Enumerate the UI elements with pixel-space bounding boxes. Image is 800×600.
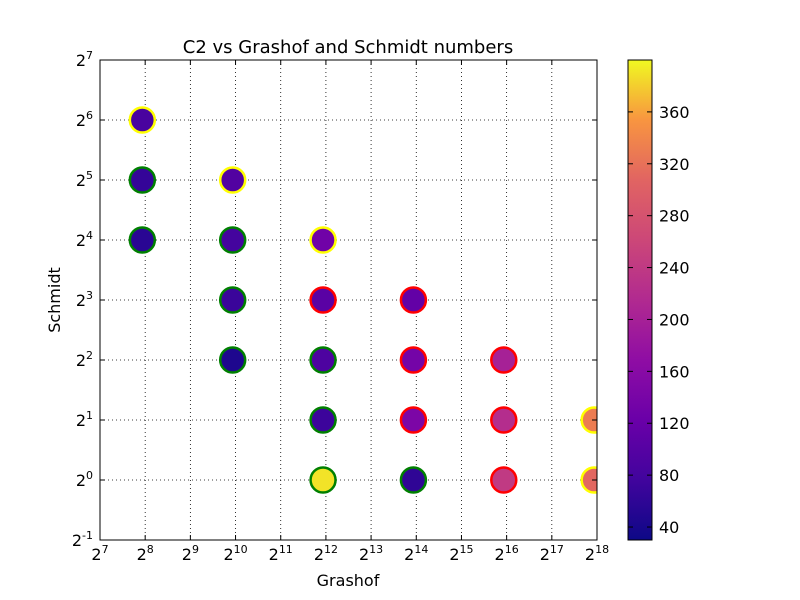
y-tick-label: 27 <box>76 49 93 70</box>
data-point <box>490 346 518 374</box>
y-tick-label: 25 <box>76 169 93 190</box>
x-tick-label: 212 <box>314 543 338 564</box>
x-tick-label: 29 <box>182 543 199 564</box>
data-point <box>399 406 428 434</box>
y-tick-label: 20 <box>76 469 93 490</box>
data-point <box>490 406 518 434</box>
colorbar-tick-label: 240 <box>659 259 690 278</box>
data-point <box>218 166 247 194</box>
data-point <box>218 226 247 254</box>
x-tick-label: 210 <box>223 543 247 564</box>
colorbar-tick-label: 280 <box>659 207 690 226</box>
x-tick-label: 217 <box>540 543 564 564</box>
colorbar-tick-label: 360 <box>659 103 690 122</box>
colorbar-tick-label: 120 <box>659 414 690 433</box>
data-point <box>399 286 428 314</box>
x-tick-label: 215 <box>449 543 473 564</box>
colorbar <box>627 59 653 541</box>
x-tick-label: 211 <box>269 543 293 564</box>
colorbar-tick-label: 40 <box>659 518 679 537</box>
data-point <box>309 226 337 254</box>
colorbar-tick-label: 200 <box>659 310 690 329</box>
data-point <box>218 346 247 374</box>
data-point <box>399 466 428 494</box>
y-tick-label: 22 <box>76 349 93 370</box>
data-point <box>309 286 337 314</box>
y-tick-label: 26 <box>76 109 93 130</box>
data-point <box>399 346 428 374</box>
data-point <box>580 466 597 494</box>
x-tick-label: 27 <box>91 543 108 564</box>
data-point <box>580 406 597 434</box>
data-point <box>309 466 337 494</box>
data-point <box>490 466 518 494</box>
y-tick-label: 21 <box>76 409 93 430</box>
x-axis-label: Grashof <box>317 571 380 590</box>
chart-title: C2 vs Grashof and Schmidt numbers <box>183 37 513 58</box>
x-tick-label: 216 <box>495 543 519 564</box>
colorbar-tick-label: 80 <box>659 466 679 485</box>
x-tick-label: 214 <box>404 543 428 564</box>
x-tick-label: 218 <box>585 543 609 564</box>
y-axis: 2-1 20 21 22 23 24 25 26 27 <box>72 49 597 550</box>
data-points <box>128 106 597 494</box>
grid <box>99 59 598 541</box>
x-tick-label: 213 <box>359 543 383 564</box>
colorbar-tick-label: 160 <box>659 362 690 381</box>
y-axis-label: Schmidt <box>45 267 64 333</box>
y-tick-label: 23 <box>76 289 93 310</box>
colorbar-ticks: 40 80 120 160 200 240 280 320 360 <box>628 103 690 537</box>
colorbar-tick-label: 320 <box>659 155 690 174</box>
y-tick-label: 24 <box>76 229 93 250</box>
data-point <box>309 406 337 434</box>
data-point <box>309 346 337 374</box>
y-tick-label: 2-1 <box>72 529 93 550</box>
data-point <box>128 226 157 254</box>
x-axis: 27 28 29 210 211 212 213 214 215 216 217 218 <box>91 60 609 564</box>
x-tick-label: 28 <box>137 543 154 564</box>
data-point <box>128 106 157 134</box>
data-point <box>218 286 247 314</box>
data-point <box>128 166 157 194</box>
